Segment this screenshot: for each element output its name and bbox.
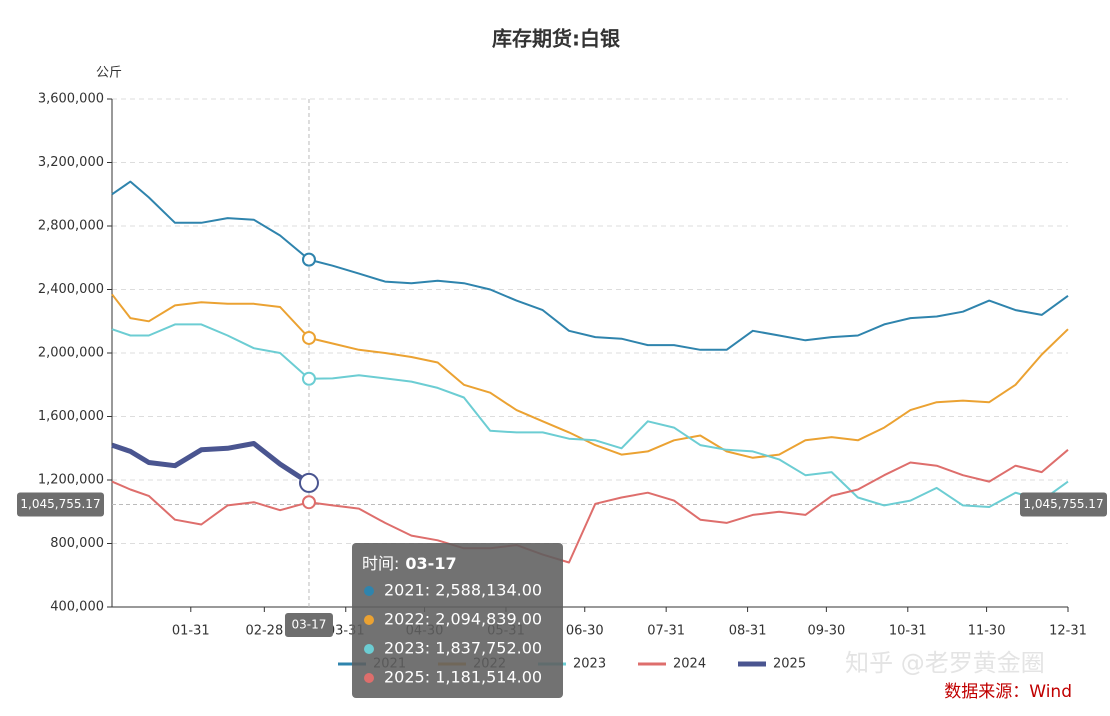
tooltip-dot: [364, 586, 374, 596]
tooltip-dot: [364, 644, 374, 654]
chart-title: 库存期货:白银: [492, 27, 621, 51]
legend-label: 2023: [573, 657, 606, 672]
pointer-label-box: [1020, 492, 1107, 517]
y-tick-label: 1,600,000: [38, 409, 104, 424]
pointer-label-box: [17, 492, 104, 517]
watermark: 知乎 @老罗黄金圈: [845, 649, 1045, 677]
pointer-marker: [301, 330, 316, 345]
tooltip-row: 2025: 1,181,514.00: [384, 668, 542, 687]
source: 数据来源：Wind: [944, 682, 1072, 702]
y-tick-label: 3,600,000: [38, 92, 104, 107]
y-tick-label: 3,200,000: [38, 155, 104, 170]
x-tick-label: 01-31: [172, 624, 210, 639]
x-tick-label: 11-30: [968, 624, 1006, 639]
tooltip: 时间: 03-17 2021: 2,588,134.00 2022: 2,094,83…: [352, 543, 563, 698]
y-tick-label: 2,800,000: [38, 219, 104, 234]
tooltip-row: 2022: 2,094,839.00: [384, 610, 542, 629]
tooltip-title: 时间: 03-17: [362, 554, 457, 573]
pointer-marker: [298, 472, 319, 493]
tooltip-row: 2023: 1,837,752.00: [384, 639, 542, 658]
legend-label: 2024: [673, 657, 706, 672]
x-tick-label: 09-30: [807, 624, 845, 639]
x-tick-label: 12-31: [1049, 624, 1087, 639]
tooltip-title-label: 时间:: [362, 554, 399, 573]
y-tick-label: 2,000,000: [38, 346, 104, 361]
tooltip-dot: [364, 673, 374, 683]
pointer-marker: [301, 371, 316, 386]
x-tick-label: 02-28: [245, 624, 283, 639]
y-tick-label: 1,200,000: [38, 473, 104, 488]
x-tick-label: 08-31: [729, 624, 767, 639]
y-tick-label: 800,000: [50, 536, 104, 551]
x-tick-label: 07-31: [647, 624, 685, 639]
pointer-label: 1,045,755.17: [20, 497, 100, 511]
y-unit: 公斤: [96, 66, 122, 81]
pointer-label: 1,045,755.17: [1023, 497, 1103, 511]
pointer-label: 03-17: [292, 618, 327, 632]
tooltip-title-value: 03-17: [405, 554, 456, 573]
x-tick-label: 06-30: [566, 624, 604, 639]
legend-label: 2025: [773, 657, 806, 672]
pointer-marker: [301, 252, 316, 267]
tooltip-row: 2021: 2,588,134.00: [384, 581, 542, 600]
tooltip-box: [352, 543, 563, 698]
series-line: [111, 323, 1069, 508]
y-tick-label: 400,000: [50, 600, 104, 615]
series-line: [111, 441, 311, 485]
y-tick-label: 2,400,000: [38, 282, 104, 297]
x-tick-label: 10-31: [889, 624, 927, 639]
tooltip-dot: [364, 615, 374, 625]
pointer-label-box: [284, 613, 333, 637]
series-line: [111, 449, 1069, 564]
series-line: [111, 180, 1069, 351]
pointer-marker: [301, 495, 316, 510]
